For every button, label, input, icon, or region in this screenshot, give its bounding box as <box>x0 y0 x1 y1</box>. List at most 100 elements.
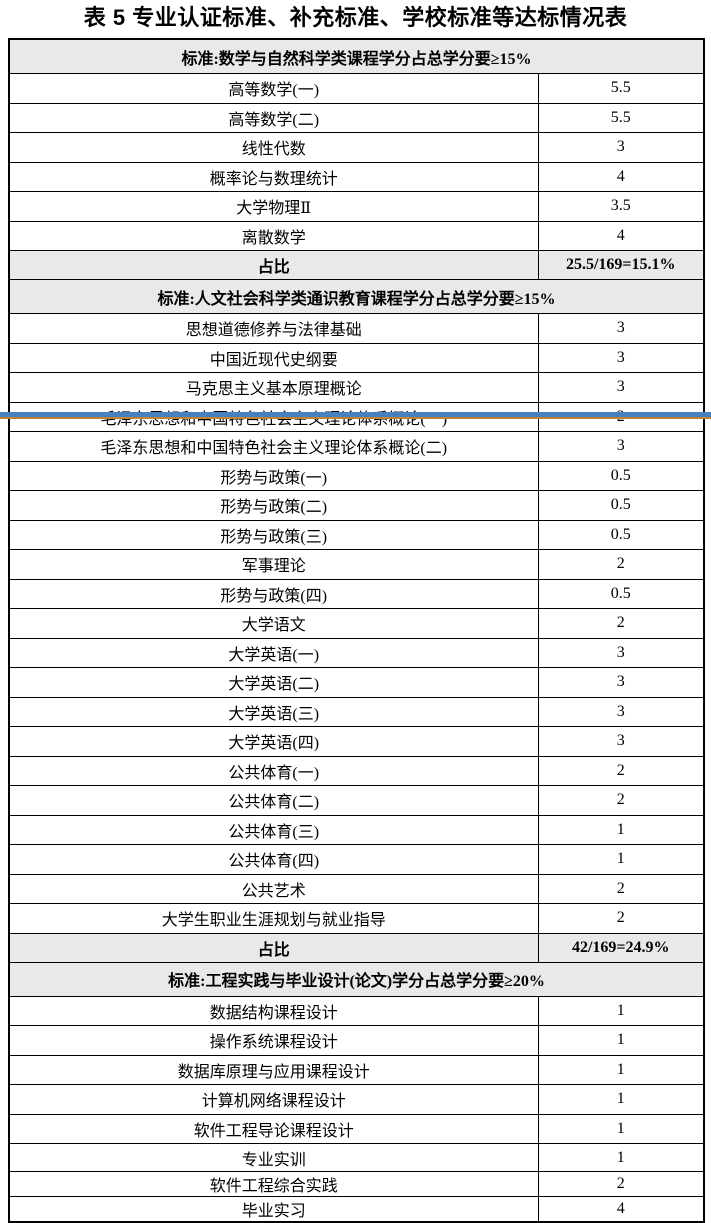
course-credits: 3 <box>537 431 705 462</box>
course-credits: 1 <box>537 1054 705 1085</box>
course-name: 形势与政策(四) <box>8 578 539 609</box>
course-row: 大学英语(一) 3 <box>8 637 705 668</box>
ratio-label: 占比 <box>8 250 539 280</box>
course-credits: 0.5 <box>537 460 705 491</box>
ratio-row: 占比 42/169=24.9% <box>8 932 705 963</box>
standards-table-body: 标准:数学与自然科学类课程学分占总学分要≥15% 高等数学(一) 5.5 高等数学(二… <box>8 38 705 1223</box>
course-name: 大学语文 <box>8 608 539 639</box>
ratio-value: 25.5/169=15.1% <box>537 250 705 280</box>
course-row: 公共体育(二) 2 <box>8 785 705 816</box>
course-credits: 3 <box>537 667 705 698</box>
course-credits: 3 <box>537 372 705 403</box>
course-row: 大学英语(四) 3 <box>8 726 705 757</box>
section-header-row: 标准:数学与自然科学类课程学分占总学分要≥15% <box>8 38 705 74</box>
course-credits: 3 <box>537 342 705 373</box>
standards-table: 标准:数学与自然科学类课程学分占总学分要≥15% 高等数学(一) 5.5 高等数学(二… <box>8 38 705 1223</box>
course-row: 形势与政策(二) 0.5 <box>8 490 705 521</box>
course-row: 中国近现代史纲要 3 <box>8 342 705 373</box>
course-credits: 1 <box>537 1084 705 1115</box>
course-name: 大学英语(一) <box>8 637 539 668</box>
course-credits: 3 <box>537 726 705 757</box>
section-header-label: 标准:数学与自然科学类课程学分占总学分要≥15% <box>8 38 705 74</box>
course-row: 公共体育(三) 1 <box>8 814 705 845</box>
course-row: 高等数学(二) 5.5 <box>8 102 705 133</box>
course-name: 计算机网络课程设计 <box>8 1084 539 1115</box>
course-name: 形势与政策(三) <box>8 519 539 550</box>
course-credits: 1 <box>537 814 705 845</box>
course-row: 软件工程综合实践 2 <box>8 1171 705 1197</box>
course-credits: 2 <box>537 549 705 580</box>
course-name: 马克思主义基本原理概论 <box>8 372 539 403</box>
course-name: 中国近现代史纲要 <box>8 342 539 373</box>
section-header-row: 标准:人文社会科学类通识教育课程学分占总学分要≥15% <box>8 279 705 314</box>
course-credits: 2 <box>537 903 705 934</box>
course-name: 公共体育(四) <box>8 844 539 875</box>
course-row: 毕业实习 4 <box>8 1196 705 1223</box>
course-name: 公共体育(三) <box>8 814 539 845</box>
course-name: 操作系统课程设计 <box>8 1025 539 1056</box>
course-name: 毕业实习 <box>8 1196 539 1223</box>
course-row: 数据结构课程设计 1 <box>8 995 705 1026</box>
course-row: 毛泽东思想和中国特色社会主义理论体系概论(二) 3 <box>8 431 705 462</box>
course-credits: 3 <box>537 313 705 344</box>
course-name: 离散数学 <box>8 220 539 251</box>
course-row: 思想道德修养与法律基础 3 <box>8 313 705 344</box>
course-name: 线性代数 <box>8 132 539 163</box>
course-credits: 0.5 <box>537 578 705 609</box>
course-name: 公共体育(二) <box>8 785 539 816</box>
course-credits: 4 <box>537 220 705 251</box>
course-row: 操作系统课程设计 1 <box>8 1025 705 1056</box>
course-row: 毛泽东思想和中国特色社会主义理论体系概论(一) 2 <box>8 401 705 432</box>
course-credits: 2 <box>537 401 705 432</box>
course-name: 数据库原理与应用课程设计 <box>8 1054 539 1085</box>
course-name: 专业实训 <box>8 1143 539 1172</box>
course-row: 专业实训 1 <box>8 1143 705 1172</box>
course-credits: 3 <box>537 696 705 727</box>
course-credits: 1 <box>537 1113 705 1144</box>
course-credits: 4 <box>537 161 705 192</box>
course-credits: 1 <box>537 844 705 875</box>
course-name: 大学物理Ⅱ <box>8 191 539 222</box>
ratio-label: 占比 <box>8 932 539 963</box>
course-name: 公共体育(一) <box>8 755 539 786</box>
course-row: 大学英语(三) 3 <box>8 696 705 727</box>
course-credits: 1 <box>537 995 705 1026</box>
course-name: 毛泽东思想和中国特色社会主义理论体系概论(一) <box>8 401 539 432</box>
course-credits: 2 <box>537 608 705 639</box>
section-header-label: 标准:人文社会科学类通识教育课程学分占总学分要≥15% <box>8 279 705 314</box>
course-credits: 2 <box>537 755 705 786</box>
course-row: 马克思主义基本原理概论 3 <box>8 372 705 403</box>
course-name: 软件工程导论课程设计 <box>8 1113 539 1144</box>
ratio-row: 占比 25.5/169=15.1% <box>8 250 705 280</box>
course-name: 数据结构课程设计 <box>8 995 539 1026</box>
course-row: 公共体育(四) 1 <box>8 844 705 875</box>
course-row: 公共体育(一) 2 <box>8 755 705 786</box>
course-row: 公共艺术 2 <box>8 873 705 904</box>
course-name: 公共艺术 <box>8 873 539 904</box>
course-credits: 3 <box>537 132 705 163</box>
course-name: 概率论与数理统计 <box>8 161 539 192</box>
course-row: 概率论与数理统计 4 <box>8 161 705 192</box>
course-name: 形势与政策(二) <box>8 490 539 521</box>
course-name: 大学英语(二) <box>8 667 539 698</box>
section-header-row: 标准:工程实践与毕业设计(论文)学分占总学分要≥20% <box>8 961 705 997</box>
course-row: 大学英语(二) 3 <box>8 667 705 698</box>
course-row: 计算机网络课程设计 1 <box>8 1084 705 1115</box>
course-credits: 0.5 <box>537 490 705 521</box>
course-row: 软件工程导论课程设计 1 <box>8 1113 705 1144</box>
course-credits: 2 <box>537 873 705 904</box>
course-row: 离散数学 4 <box>8 220 705 251</box>
course-row: 形势与政策(四) 0.5 <box>8 578 705 609</box>
course-row: 军事理论 2 <box>8 549 705 580</box>
course-name: 大学英语(四) <box>8 726 539 757</box>
course-name: 高等数学(二) <box>8 102 539 133</box>
course-credits: 4 <box>537 1196 705 1223</box>
course-row: 线性代数 3 <box>8 132 705 163</box>
course-row: 形势与政策(三) 0.5 <box>8 519 705 550</box>
course-credits: 1 <box>537 1025 705 1056</box>
course-name: 高等数学(一) <box>8 73 539 104</box>
course-row: 大学物理Ⅱ 3.5 <box>8 191 705 222</box>
course-credits: 2 <box>537 1171 705 1197</box>
course-name: 大学英语(三) <box>8 696 539 727</box>
course-credits: 3 <box>537 637 705 668</box>
